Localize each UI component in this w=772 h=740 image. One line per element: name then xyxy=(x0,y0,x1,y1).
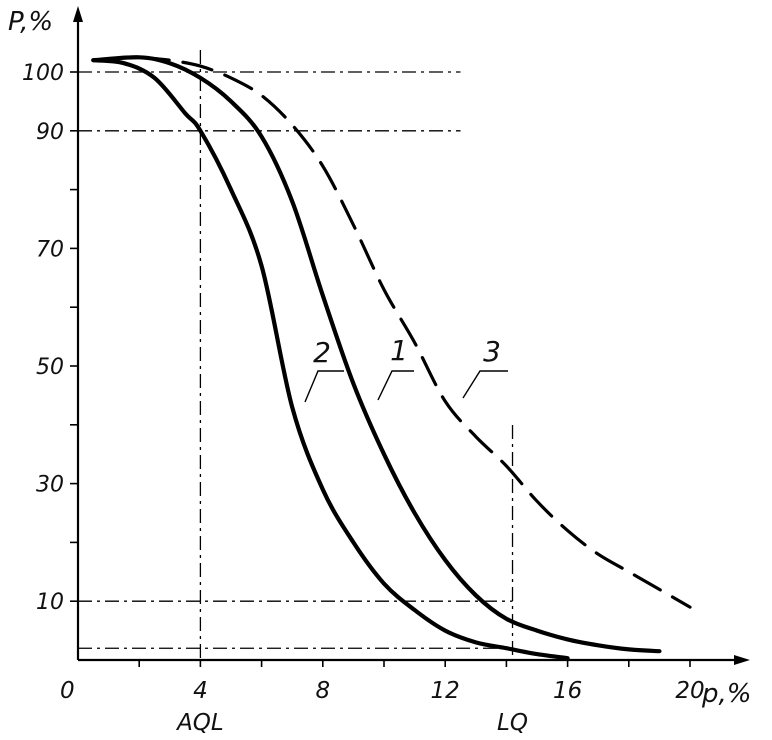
series-curve-2 xyxy=(91,58,570,661)
series-curve-1 xyxy=(91,55,662,654)
y-tick-label: 70 xyxy=(36,237,64,262)
x-tick-label: 12 xyxy=(431,678,460,704)
y-axis-title: P,% xyxy=(8,7,53,37)
x-tick-label: 4 xyxy=(193,678,208,704)
series-curve-3 xyxy=(137,55,692,609)
series-label-3: 3 xyxy=(483,335,501,368)
aql-label: AQL xyxy=(175,710,224,736)
origin-label: 0 xyxy=(60,678,75,704)
x-minor-ticks xyxy=(138,660,691,667)
series-leader-2 xyxy=(304,370,344,403)
y-tick-label: 50 xyxy=(36,355,64,380)
y-tick-label: 10 xyxy=(36,590,64,615)
y-axis-arrow xyxy=(73,6,83,22)
x-axis-arrow xyxy=(734,655,750,665)
lq-label: LQ xyxy=(497,710,528,736)
axes xyxy=(70,6,750,667)
series-curves xyxy=(91,55,692,661)
series-label-1: 1 xyxy=(390,334,408,367)
y-tick-label: 30 xyxy=(36,473,64,498)
series-leader-3 xyxy=(462,370,508,399)
y-tick-label: 90 xyxy=(36,120,64,145)
x-tick-label: 16 xyxy=(553,678,582,704)
series-leader-1 xyxy=(377,370,414,401)
x-tick-label: 8 xyxy=(315,678,330,704)
x-axis-title: p,% xyxy=(701,679,751,709)
series-label-2: 2 xyxy=(313,336,331,369)
y-tick-label: 100 xyxy=(22,61,64,86)
y-minor-ticks xyxy=(70,71,78,603)
x-tick-label: 20 xyxy=(675,678,704,704)
reference-lines xyxy=(78,50,514,660)
